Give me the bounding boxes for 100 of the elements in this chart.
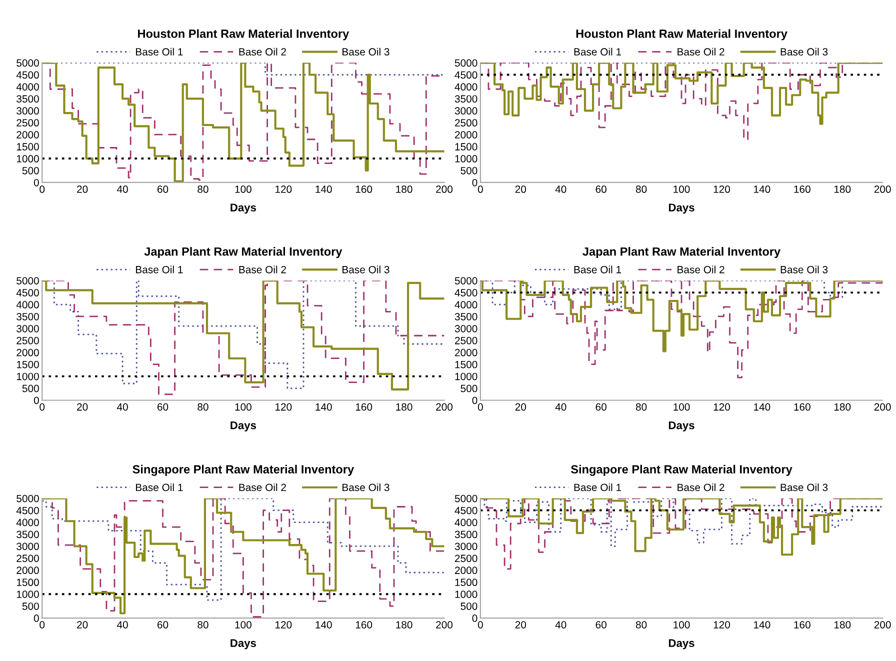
y-tick-label: 2000 <box>16 348 39 356</box>
x-tick-label: 140 <box>316 403 332 411</box>
y-tick-label: 4500 <box>454 506 478 514</box>
x-tick-label: 160 <box>356 186 372 193</box>
x-tick-label: 180 <box>834 186 851 193</box>
chart-title: Japan Plant Raw Material Inventory <box>582 247 781 258</box>
x-tick-label: 80 <box>636 621 647 628</box>
x-tick-label: 200 <box>436 186 453 193</box>
y-tick-label: 5000 <box>16 59 39 67</box>
x-tick-label: 40 <box>116 621 128 628</box>
y-tick-label: 3500 <box>16 530 39 538</box>
x-tick-label: 100 <box>235 403 252 411</box>
y-tick-label: 0 <box>472 614 478 622</box>
legend-label: Base Oil 3 <box>342 483 390 492</box>
y-tick-label: 3500 <box>16 312 39 320</box>
legend-label: Base Oil 1 <box>574 48 622 56</box>
y-tick-label: 2500 <box>16 119 39 127</box>
x-tick-label: 60 <box>157 621 168 628</box>
y-tick-label: 5000 <box>16 277 39 284</box>
x-tick-label: 180 <box>834 403 851 411</box>
x-tick-label: 160 <box>794 403 810 411</box>
y-tick-label: 2500 <box>455 119 478 127</box>
y-tick-label: 1000 <box>455 155 478 162</box>
x-tick-label: 160 <box>794 621 810 628</box>
x-tick-label: 200 <box>874 621 891 628</box>
y-tick-label: 3000 <box>16 324 39 332</box>
x-axis-title: Days <box>668 204 694 214</box>
x-tick-label: 80 <box>198 403 208 411</box>
y-tick-label: 4000 <box>16 83 39 91</box>
x-tick-label: 80 <box>198 621 208 628</box>
x-tick-label: 200 <box>874 403 891 411</box>
y-tick-label: 500 <box>22 166 39 174</box>
legend-label: Base Oil 3 <box>342 266 390 274</box>
chart-title: Houston Plant Raw Material Inventory <box>576 29 788 40</box>
x-tick-label: 0 <box>40 621 45 628</box>
x-tick-label: 40 <box>555 403 566 411</box>
chart-title: Singapore Plant Raw Material Inventory <box>570 464 792 476</box>
y-tick-label: 3500 <box>454 312 478 320</box>
x-tick-label: 200 <box>436 621 453 628</box>
x-tick-label: 60 <box>596 403 606 411</box>
y-tick-label: 0 <box>472 396 478 404</box>
y-tick-label: 1000 <box>16 155 39 162</box>
x-tick-label: 140 <box>754 186 770 193</box>
chart-title: Singapore Plant Raw Material Inventory <box>132 464 354 476</box>
x-tick-label: 0 <box>40 403 45 411</box>
x-tick-label: 180 <box>396 186 412 193</box>
x-axis-title: Days <box>668 639 694 650</box>
y-tick-label: 4000 <box>16 518 39 526</box>
legend-label: Base Oil 3 <box>780 266 828 274</box>
x-tick-label: 100 <box>674 403 690 411</box>
legend-label: Base Oil 2 <box>678 483 724 492</box>
y-tick-label: 1500 <box>455 578 478 586</box>
legend-label: Base Oil 1 <box>136 266 183 274</box>
y-tick-label: 1500 <box>455 360 478 368</box>
y-tick-label: 3000 <box>454 324 478 332</box>
y-tick-label: 2000 <box>455 348 478 356</box>
y-tick-label: 3000 <box>16 107 39 115</box>
y-tick-label: 1500 <box>16 143 39 150</box>
y-tick-label: 3000 <box>16 542 39 550</box>
y-tick-label: 4500 <box>454 289 478 296</box>
x-tick-label: 20 <box>515 621 526 628</box>
y-tick-label: 3500 <box>16 95 39 103</box>
x-tick-label: 40 <box>116 403 128 411</box>
y-tick-label: 4500 <box>454 71 478 79</box>
x-tick-label: 120 <box>714 186 730 193</box>
x-tick-label: 20 <box>515 403 526 411</box>
x-tick-label: 120 <box>714 621 730 628</box>
legend-label: Base Oil 1 <box>574 266 622 274</box>
x-tick-label: 0 <box>478 186 483 193</box>
x-tick-label: 140 <box>754 403 770 411</box>
y-tick-label: 4500 <box>16 506 39 514</box>
legend-label: Base Oil 2 <box>239 483 286 492</box>
y-tick-label: 1000 <box>455 372 478 380</box>
x-tick-label: 120 <box>714 403 730 411</box>
y-tick-label: 4500 <box>16 71 39 79</box>
y-tick-label: 2500 <box>16 336 39 344</box>
y-tick-label: 5000 <box>454 494 478 502</box>
y-tick-label: 4000 <box>454 83 478 91</box>
y-tick-label: 2000 <box>16 131 39 138</box>
x-tick-label: 160 <box>356 621 372 628</box>
y-tick-label: 1000 <box>16 372 39 380</box>
x-tick-label: 20 <box>77 621 88 628</box>
y-tick-label: 1000 <box>455 590 478 598</box>
x-tick-label: 180 <box>396 403 412 411</box>
x-tick-label: 160 <box>794 186 810 193</box>
x-tick-label: 40 <box>555 186 566 193</box>
y-tick-label: 1500 <box>16 578 39 586</box>
x-tick-label: 40 <box>116 186 128 193</box>
x-tick-label: 100 <box>235 621 252 628</box>
y-tick-label: 3000 <box>454 542 478 550</box>
x-tick-label: 120 <box>275 621 292 628</box>
x-tick-label: 120 <box>275 403 292 411</box>
y-tick-label: 3000 <box>454 107 478 115</box>
x-axis-title: Days <box>230 204 256 214</box>
legend-label: Base Oil 1 <box>136 48 183 56</box>
legend-label: Base Oil 1 <box>574 483 622 492</box>
y-tick-label: 500 <box>22 602 39 610</box>
y-tick-label: 500 <box>460 384 478 392</box>
x-tick-label: 180 <box>834 621 851 628</box>
x-tick-label: 80 <box>198 186 208 193</box>
